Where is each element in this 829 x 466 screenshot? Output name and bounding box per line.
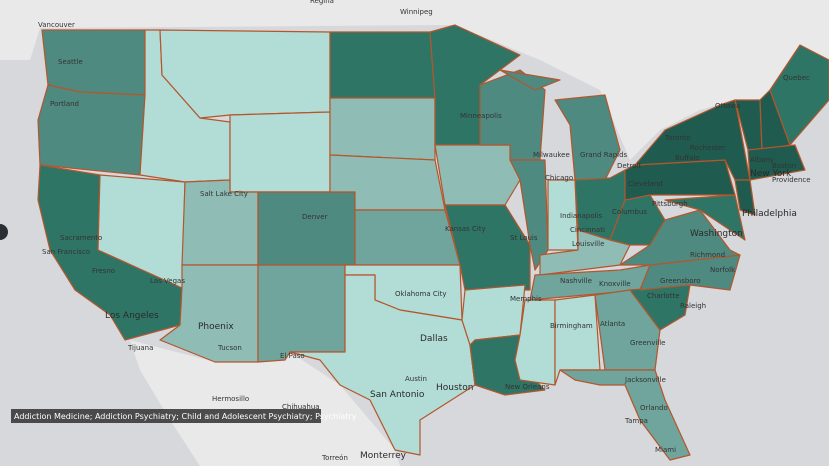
- city-label: Cincinnati: [570, 226, 605, 234]
- state: [594, 289, 661, 371]
- city-label: Chicago: [545, 174, 573, 182]
- states: [37, 24, 829, 461]
- city-label: Boston: [772, 162, 796, 170]
- city-label: Norfolk: [710, 266, 736, 274]
- city-label: Regina: [310, 0, 334, 5]
- city-label: Tijuana: [127, 344, 153, 352]
- city-label: Torreón: [321, 454, 348, 462]
- city-label: Kansas City: [445, 225, 486, 233]
- city-label: Buffalo: [675, 154, 700, 162]
- city-label: Chihuahua: [282, 403, 320, 411]
- city-label: Pittsburgh: [652, 200, 688, 208]
- city-label: Portland: [50, 100, 79, 108]
- city-label: Grand Rapids: [580, 151, 628, 159]
- city-label: Providence: [772, 176, 811, 184]
- city-label: Vancouver: [38, 21, 75, 29]
- city-label: Greenville: [630, 339, 665, 347]
- city-label: Minneapolis: [460, 112, 502, 120]
- city-label: Louisville: [572, 240, 604, 248]
- city-label: Miami: [655, 446, 676, 454]
- city-label: Toronto: [664, 134, 691, 142]
- city-label: New Orleans: [505, 383, 550, 391]
- state: [634, 99, 751, 181]
- city-label: Oklahoma City: [395, 290, 447, 298]
- city-label: Philadelphia: [742, 209, 797, 219]
- city-label: Monterrey: [360, 451, 407, 461]
- city-label: Columbus: [612, 208, 647, 216]
- state: [664, 194, 746, 241]
- city-labels: Regina Winnipeg Vancouver Seattle Portland Qu…: [38, 0, 811, 462]
- city-label: Quebec: [783, 74, 810, 82]
- state: [354, 209, 461, 266]
- city-label: Phoenix: [198, 322, 234, 332]
- city-label: Washington: [690, 229, 743, 239]
- state: [434, 144, 521, 206]
- city-label: St Louis: [510, 234, 538, 242]
- city-label: Salt Lake City: [200, 190, 248, 198]
- city-label: San Francisco: [42, 248, 90, 256]
- city-label: Seattle: [58, 58, 83, 66]
- city-label: Knoxville: [599, 280, 631, 288]
- city-label: San Antonio: [370, 390, 425, 400]
- state: [229, 111, 331, 193]
- city-label: Las Vegas: [150, 277, 185, 285]
- city-label: Memphis: [510, 295, 542, 303]
- city-label: Albany: [750, 156, 774, 164]
- side-handle[interactable]: [0, 224, 8, 240]
- state: [444, 204, 531, 291]
- state: [747, 144, 806, 181]
- city-label: Winnipeg: [400, 8, 433, 16]
- city-label: Rochester: [690, 144, 725, 152]
- city-label: Hermosillo: [212, 395, 249, 403]
- city-label: Atlanta: [600, 320, 625, 328]
- state: [289, 274, 476, 456]
- state: [257, 191, 356, 266]
- city-label: Ottawa: [715, 102, 740, 110]
- state: [499, 69, 561, 91]
- city-label: Denver: [302, 213, 328, 221]
- city-label: New York: [750, 169, 792, 179]
- canada: [0, 0, 829, 160]
- city-label: Sacramento: [60, 234, 102, 242]
- tooltip: Addiction Medicine; Addiction Psychiatry…: [14, 412, 357, 421]
- state: [329, 97, 436, 161]
- tooltip-bg: [11, 409, 321, 423]
- city-label: Indianapolis: [560, 212, 603, 220]
- city-label: Milwaukee: [533, 151, 570, 159]
- city-label: Birmingham: [550, 322, 593, 330]
- state: [37, 84, 146, 176]
- state: [509, 159, 549, 271]
- city-label: Raleigh: [680, 302, 706, 310]
- state: [734, 179, 756, 216]
- city-label: Fresno: [92, 267, 115, 275]
- city-label: Orlando: [640, 404, 668, 412]
- city-label: Jacksonville: [624, 376, 666, 384]
- city-label: Nashville: [560, 277, 592, 285]
- state: [769, 44, 829, 146]
- city-label: Detroit: [617, 162, 641, 170]
- city-label: Tucson: [217, 344, 242, 352]
- city-label: Austin: [405, 375, 427, 383]
- state: [559, 369, 691, 461]
- city-label: El Paso: [280, 352, 305, 360]
- city-label: Richmond: [690, 251, 725, 259]
- city-label: Greensboro: [660, 277, 701, 285]
- city-label: Los Angeles: [105, 311, 159, 321]
- state: [257, 264, 346, 363]
- city-label: Tampa: [624, 417, 648, 425]
- city-label: Houston: [436, 383, 473, 393]
- state: [329, 31, 436, 99]
- city-label: Dallas: [420, 334, 448, 344]
- mexico: [130, 340, 400, 466]
- city-label: Cleveland: [628, 180, 663, 188]
- city-label: Charlotte: [647, 292, 680, 300]
